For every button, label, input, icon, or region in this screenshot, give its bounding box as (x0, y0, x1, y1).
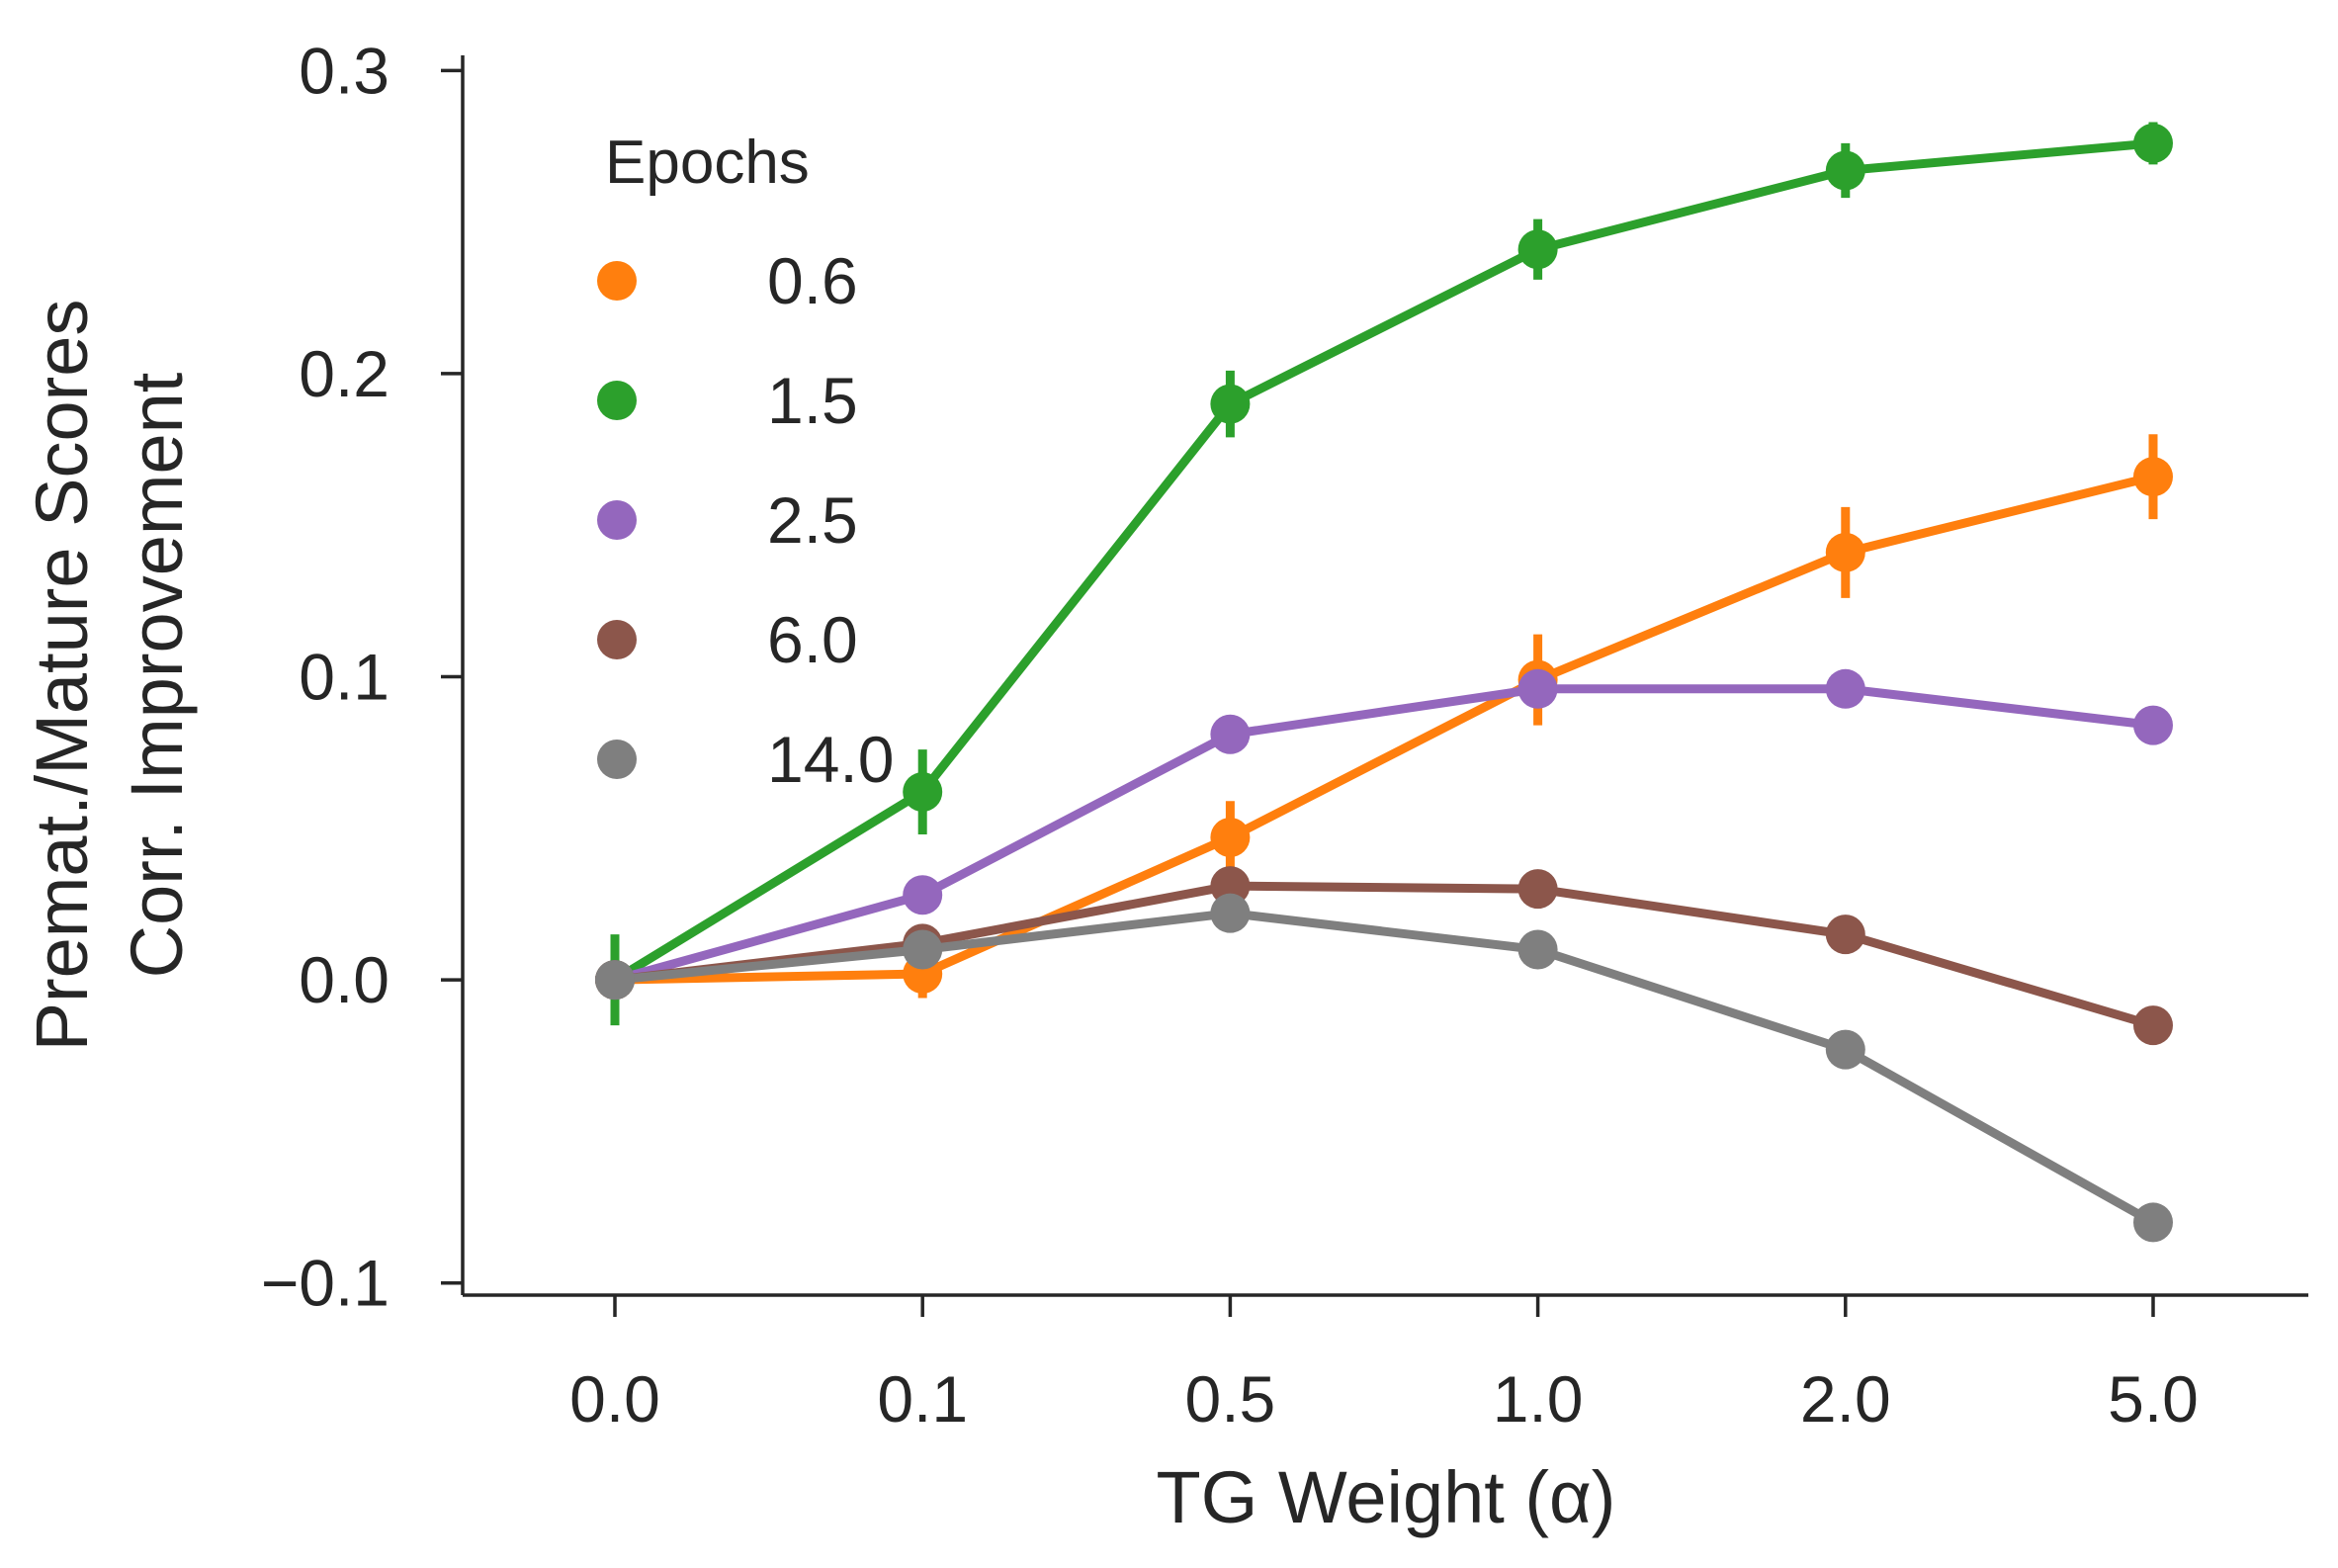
x-tick-label: 2.0 (1800, 1362, 1891, 1436)
data-point (1517, 929, 1558, 970)
data-point (1517, 229, 1558, 270)
data-point (2133, 1005, 2173, 1046)
data-point (1210, 893, 1251, 933)
legend-label: 1.5 (767, 364, 858, 437)
data-point (1825, 150, 1865, 191)
series-line (610, 909, 2158, 1227)
y-axis-label-line-2: Corr. Improvement (116, 372, 198, 978)
legend-marker (597, 740, 637, 779)
data-point (1825, 532, 1865, 572)
y-tick-label: −0.1 (261, 1247, 390, 1320)
data-point (2133, 457, 2173, 497)
series-14.0 (595, 893, 2173, 1243)
legend-label: 0.6 (767, 244, 858, 317)
data-point (1825, 668, 1865, 709)
series-line (610, 684, 2158, 985)
y-tick-label: 0.0 (299, 943, 390, 1016)
data-point (1210, 866, 1251, 907)
legend-label: 14.0 (767, 723, 894, 796)
data-point (903, 772, 943, 813)
y-ticks: −0.1 0.0 0.1 0.2 0.3 (261, 34, 463, 1320)
legend-title: Epochs (605, 129, 810, 197)
legend-marker (597, 381, 637, 420)
data-point (2133, 705, 2173, 745)
data-point (1825, 1029, 1865, 1070)
data-point (1825, 915, 1865, 955)
x-tick-label: 0.5 (1185, 1362, 1276, 1436)
legend-marker (597, 261, 637, 301)
data-point (2133, 1202, 2173, 1243)
x-tick-label: 0.1 (877, 1362, 968, 1436)
y-axis-label-line-1: Premat./Mature Scores (21, 300, 103, 1052)
data-point (1210, 714, 1251, 754)
series-layer (595, 122, 2173, 1243)
data-point (1517, 668, 1558, 709)
x-ticks: 0.0 0.1 0.5 1.0 2.0 5.0 (569, 1295, 2199, 1436)
series-line (610, 472, 2158, 985)
y-tick-label: 0.1 (299, 641, 390, 714)
legend-label: 6.0 (767, 603, 858, 676)
data-point (1210, 818, 1251, 858)
legend: Epochs 0.6 1.5 2.5 6.0 14.0 (597, 129, 894, 796)
series-line (610, 138, 2158, 985)
data-point (1517, 869, 1558, 910)
data-point (2133, 123, 2173, 163)
x-tick-label: 5.0 (2108, 1362, 2199, 1436)
legend-marker (597, 500, 637, 540)
data-point (903, 929, 943, 970)
legend-marker (597, 620, 637, 659)
data-point (903, 875, 943, 915)
data-point (595, 960, 635, 1001)
legend-label: 2.5 (767, 483, 858, 557)
x-tick-label: 1.0 (1493, 1362, 1584, 1436)
series-line (610, 881, 2158, 1030)
x-tick-label: 0.0 (569, 1362, 660, 1436)
data-point (1210, 384, 1251, 424)
y-tick-label: 0.3 (299, 34, 390, 107)
x-axis-label: TG Weight (α) (1157, 1456, 1616, 1538)
y-tick-label: 0.2 (299, 337, 390, 410)
